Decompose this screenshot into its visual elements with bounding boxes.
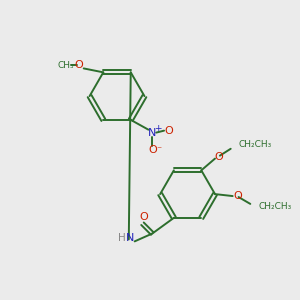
Text: O: O <box>214 152 223 162</box>
Text: CH₂CH₃: CH₂CH₃ <box>238 140 272 149</box>
Text: O: O <box>74 61 83 70</box>
Text: CH₃: CH₃ <box>58 61 74 70</box>
Text: O: O <box>165 126 173 136</box>
Text: H: H <box>118 233 126 243</box>
Text: N: N <box>148 128 157 138</box>
Text: ⁻: ⁻ <box>157 145 162 155</box>
Text: O: O <box>148 145 157 155</box>
Text: +: + <box>154 124 162 133</box>
Text: CH₂CH₃: CH₂CH₃ <box>258 202 291 211</box>
Text: N: N <box>126 233 134 243</box>
Text: O: O <box>139 212 148 222</box>
Text: O: O <box>233 191 242 201</box>
